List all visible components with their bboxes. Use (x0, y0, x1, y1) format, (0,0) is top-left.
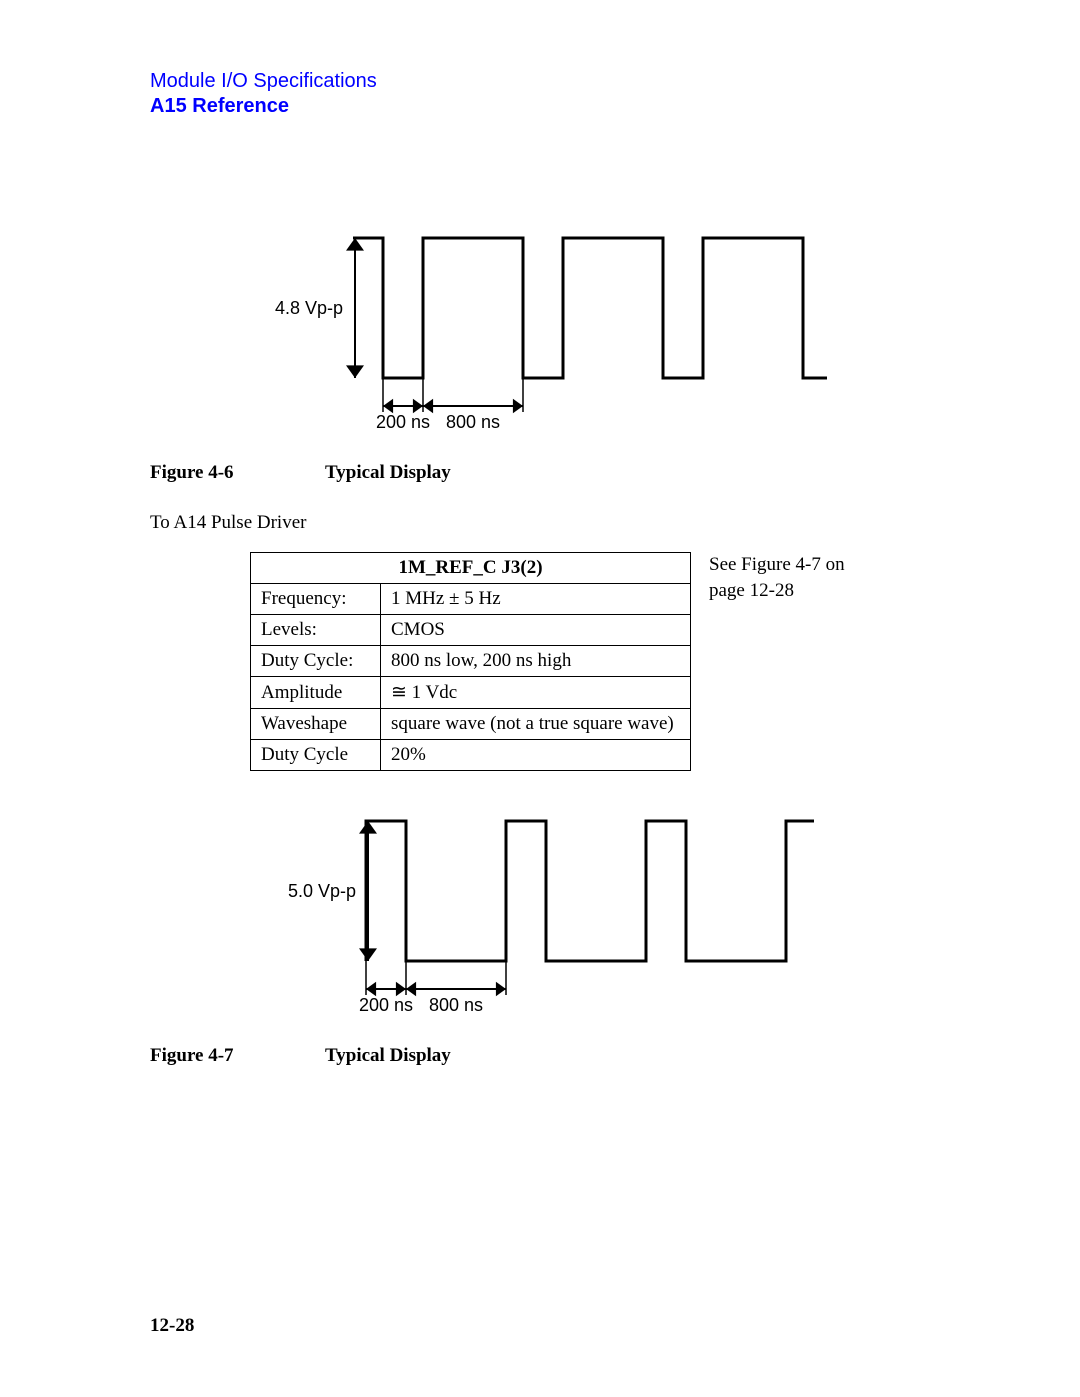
spec-row-3-value: ≅ 1 Vdc (381, 677, 691, 709)
to-a14-text: To A14 Pulse Driver (150, 512, 930, 534)
spec-row-0-label: Frequency: (251, 584, 381, 615)
figure-4-7-caption: Figure 4-7 Typical Display (150, 1045, 930, 1067)
spec-row-0-value: 1 MHz ± 5 Hz (381, 584, 691, 615)
spec-row-4-value: square wave (not a true square wave) (381, 709, 691, 740)
spec-row-2-label: Duty Cycle: (251, 646, 381, 677)
svg-text:800 ns: 800 ns (446, 412, 500, 432)
header-section-title: Module I/O Specifications (150, 70, 930, 93)
header-subtitle: A15 Reference (150, 95, 930, 118)
figure-4-6-caption: Figure 4-6 Typical Display (150, 462, 930, 484)
svg-text:200 ns: 200 ns (376, 412, 430, 432)
svg-text:4.8 Vp-p: 4.8 Vp-p (275, 298, 343, 318)
spec-row-3-label: Amplitude (251, 677, 381, 709)
see-figure-note-line2: page 12-28 (709, 580, 794, 601)
figure-4-7-title: Typical Display (325, 1045, 451, 1067)
svg-text:5.0 Vp-p: 5.0 Vp-p (288, 881, 356, 901)
spec-row-5-label: Duty Cycle (251, 740, 381, 771)
spec-row-1-value: CMOS (381, 615, 691, 646)
spec-row-2-value: 800 ns low, 200 ns high (381, 646, 691, 677)
spec-row-1-label: Levels: (251, 615, 381, 646)
spec-table: 1M_REF_C J3(2) Frequency:1 MHz ± 5 HzLev… (250, 552, 691, 771)
figure-4-7-block: 5.0 Vp-p 200 ns 800 ns Figure 4-7 Typical … (150, 811, 930, 1067)
svg-text:800 ns: 800 ns (429, 995, 483, 1015)
see-figure-note-line1: See Figure 4-7 on (709, 554, 845, 575)
svg-text:200 ns: 200 ns (359, 995, 413, 1015)
page: Module I/O Specifications A15 Reference … (0, 0, 1080, 1397)
page-number: 12-28 (150, 1315, 194, 1337)
spec-row-5-value: 20% (381, 740, 691, 771)
figure-4-7-label: Figure 4-7 (150, 1045, 325, 1067)
figure-4-6-title: Typical Display (325, 462, 451, 484)
spec-row-4-label: Waveshape (251, 709, 381, 740)
figure-4-6-waveform: 4.8 Vp-p 200 ns 800 ns (150, 228, 930, 446)
spec-table-header: 1M_REF_C J3(2) (251, 553, 691, 584)
see-figure-note: See Figure 4-7 on page 12-28 (709, 552, 845, 603)
figure-4-6-label: Figure 4-6 (150, 462, 325, 484)
figure-4-7-waveform: 5.0 Vp-p 200 ns 800 ns (150, 811, 930, 1029)
figure-4-6-block: 4.8 Vp-p 200 ns 800 ns Figure 4-6 Typical … (150, 228, 930, 484)
spec-table-area: 1M_REF_C J3(2) Frequency:1 MHz ± 5 HzLev… (250, 552, 930, 771)
